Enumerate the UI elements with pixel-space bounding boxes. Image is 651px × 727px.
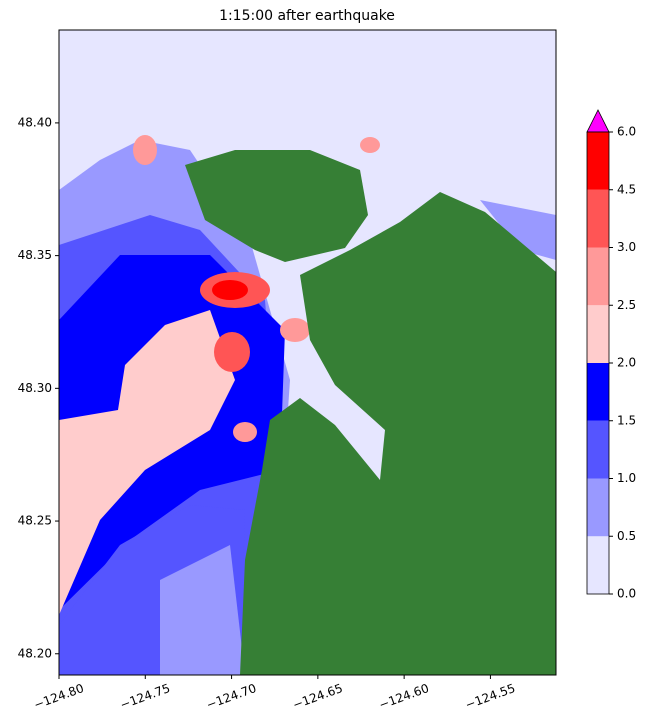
colorbar-tick-label: 1.0 — [617, 471, 636, 485]
x-tick-label: −124.55 — [463, 681, 517, 712]
colorbar-segment — [587, 189, 609, 248]
colorbar-segment — [587, 305, 609, 363]
y-tick-label: 48.25 — [18, 514, 52, 528]
colorbar-segment — [587, 478, 609, 537]
colorbar-tick-label: 0.0 — [617, 587, 636, 601]
plot-frame — [58, 29, 557, 676]
colorbar-tick-label: 6.0 — [617, 125, 636, 139]
x-tick-label: −124.60 — [377, 681, 431, 712]
colorbar-tick-label: 1.5 — [617, 413, 636, 427]
map-raster — [59, 30, 556, 675]
chart-title: 1:15:00 after earthquake — [219, 8, 395, 24]
colorbar-segment — [587, 363, 609, 421]
colorbar-tick-label: 2.5 — [617, 298, 636, 312]
colorbar-segment — [587, 420, 609, 479]
y-tick-label: 48.20 — [18, 646, 52, 660]
colorbar-tick-label: 4.5 — [617, 182, 636, 196]
y-tick-label: 48.30 — [18, 381, 52, 395]
y-tick-label: 48.40 — [18, 115, 52, 129]
colorbar-segment — [587, 536, 609, 594]
x-tick-label: −124.80 — [32, 681, 86, 712]
colorbar-tick-label: 3.0 — [617, 240, 636, 254]
colorbar-tick-label: 0.5 — [617, 529, 636, 543]
colorbar-segment — [587, 247, 609, 306]
colorbar-extend — [586, 109, 610, 133]
x-tick-label: −124.65 — [291, 681, 345, 712]
colorbar-segment — [587, 132, 609, 190]
x-tick-label: −124.75 — [118, 681, 172, 712]
y-tick-label: 48.35 — [18, 248, 52, 262]
colorbar-tick-label: 2.0 — [617, 356, 636, 370]
x-tick-label: −124.70 — [205, 681, 259, 712]
